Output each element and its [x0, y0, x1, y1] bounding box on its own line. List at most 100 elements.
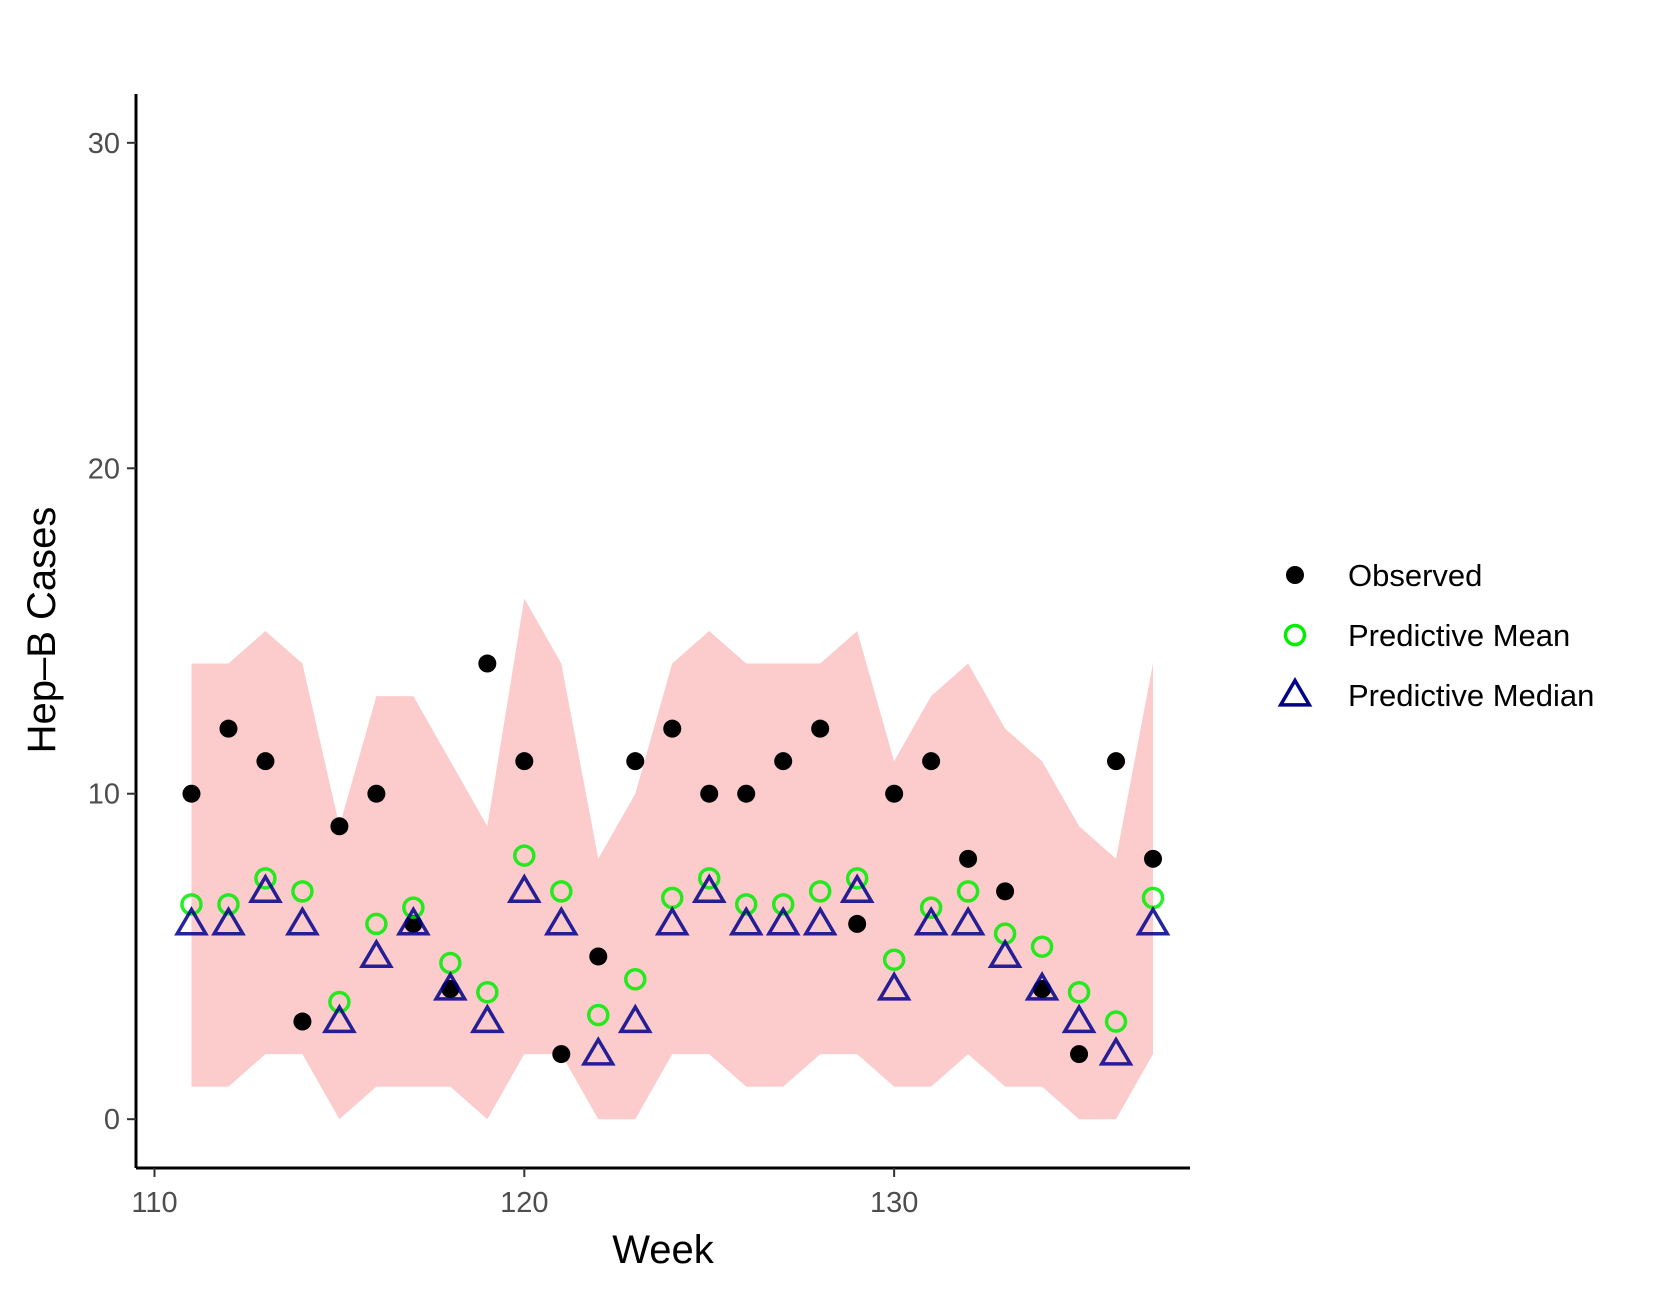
interval-band-layer [191, 598, 1153, 1120]
data-point [654, 905, 690, 936]
data-point [515, 752, 534, 771]
data-point [913, 905, 949, 936]
data-point [808, 880, 832, 903]
data-point [478, 654, 497, 673]
data-points-layer [174, 654, 1171, 1066]
legend-item: Observed [1286, 558, 1482, 593]
data-point [802, 905, 838, 936]
data-point [1144, 849, 1163, 868]
legend-label: Predictive Mean [1348, 618, 1570, 653]
data-point [1107, 752, 1126, 771]
data-point [180, 893, 203, 916]
data-point [882, 948, 906, 971]
data-point [432, 971, 468, 1001]
data-point [728, 905, 764, 936]
data-point [1067, 981, 1091, 1004]
data-point [506, 873, 542, 903]
x-ticks: 110 120 130 [131, 1168, 918, 1219]
data-point [959, 849, 978, 868]
data-point [956, 880, 980, 903]
data-point [919, 896, 943, 919]
data-point [1024, 971, 1060, 1001]
data-point [700, 784, 719, 803]
data-point [367, 784, 386, 803]
data-point [885, 784, 904, 803]
data-point [1070, 1045, 1089, 1064]
data-point [365, 912, 388, 936]
y-tick-label: 0 [104, 1104, 120, 1136]
data-point [987, 938, 1023, 969]
data-point [839, 873, 875, 903]
data-point [811, 719, 830, 738]
legend-item: Predictive Mean [1283, 618, 1570, 653]
data-point [848, 914, 867, 933]
data-point [737, 784, 756, 803]
data-point [624, 967, 647, 991]
data-point [587, 1003, 610, 1027]
y-tick-label: 10 [88, 779, 120, 811]
data-point [580, 1036, 616, 1066]
data-point [174, 905, 209, 936]
data-point [1030, 935, 1054, 958]
series-predictive-mean [180, 844, 1165, 1033]
y-ticks: 0 10 20 30 [88, 128, 136, 1136]
y-tick-label: 20 [88, 453, 120, 485]
data-point [626, 752, 645, 771]
x-tick-label: 120 [500, 1187, 548, 1219]
data-point [1135, 905, 1171, 936]
data-point [330, 817, 349, 836]
legend-label: Observed [1348, 558, 1482, 593]
data-point [617, 1003, 653, 1034]
data-point [285, 905, 320, 936]
x-axis-title: Week [612, 1228, 715, 1272]
y-axis-title: Hep–B Cases [20, 507, 64, 754]
data-point [765, 905, 801, 936]
data-point [876, 971, 912, 1001]
data-point [211, 905, 246, 936]
axes [134, 94, 1190, 1170]
data-point [589, 947, 608, 966]
data-point [291, 880, 314, 903]
data-point [293, 1012, 312, 1031]
data-point [1104, 1010, 1128, 1033]
data-point [396, 905, 431, 936]
data-point [691, 873, 727, 903]
data-point [322, 1003, 357, 1034]
data-point [402, 896, 425, 919]
data-point [543, 905, 579, 936]
legend-item: Predictive Median [1277, 677, 1594, 713]
data-point [476, 981, 499, 1004]
series-predictive-median [174, 873, 1171, 1066]
data-point [996, 882, 1015, 901]
data-point [950, 905, 986, 936]
data-point [182, 784, 201, 803]
predictive-interval-band [191, 598, 1153, 1120]
legend-key-open-circle [1283, 623, 1307, 647]
y-tick-label: 30 [88, 128, 120, 160]
data-point [734, 893, 758, 916]
data-point [513, 844, 536, 867]
data-point [1061, 1003, 1097, 1034]
data-point [552, 1045, 571, 1064]
legend-label: Predictive Median [1348, 678, 1594, 713]
data-point [1098, 1036, 1134, 1066]
data-point [219, 719, 238, 738]
data-point [248, 873, 283, 903]
legend: Observed Predictive Mean Predictive Median [1277, 558, 1594, 713]
data-point [771, 893, 795, 916]
data-point [256, 752, 275, 771]
data-point [922, 752, 941, 771]
data-point [550, 880, 573, 903]
data-point [254, 867, 277, 890]
data-point [845, 867, 869, 890]
x-tick-label: 130 [870, 1187, 918, 1219]
data-point [217, 893, 240, 916]
x-tick-label: 110 [131, 1187, 177, 1219]
data-point [697, 867, 721, 890]
legend-key-open-triangle [1277, 677, 1313, 707]
data-point [328, 990, 351, 1014]
data-point [359, 938, 394, 969]
data-point [774, 752, 793, 771]
data-point [469, 1003, 505, 1034]
